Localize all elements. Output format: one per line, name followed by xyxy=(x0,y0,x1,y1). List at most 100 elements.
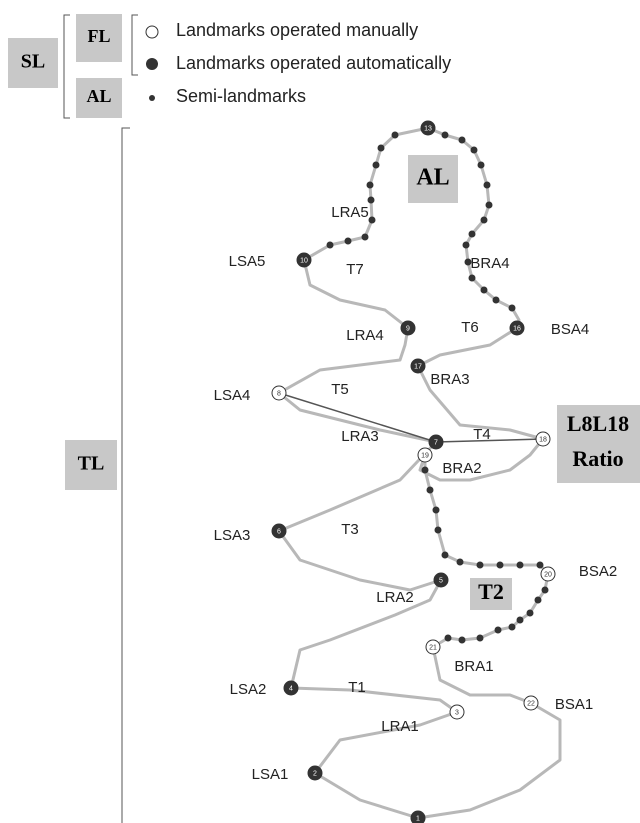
bracket xyxy=(131,14,138,76)
landmark-number: 4 xyxy=(289,685,293,692)
region-label: BRA1 xyxy=(454,658,493,675)
legend-label: Landmarks operated automatically xyxy=(176,53,451,73)
t2-box xyxy=(470,578,512,610)
al-label: AL xyxy=(86,86,111,106)
landmark-number: 6 xyxy=(277,528,281,535)
sl-label: SL xyxy=(21,51,45,73)
semi-landmark xyxy=(468,274,476,282)
semi-landmark xyxy=(458,636,466,644)
semi-landmark xyxy=(361,233,369,241)
landmark-number: 8 xyxy=(277,390,281,397)
semi-landmark xyxy=(326,241,334,249)
semi-landmark xyxy=(508,623,516,631)
region-label: LSA5 xyxy=(229,253,266,270)
semi-landmark xyxy=(372,161,380,169)
region-label: LRA3 xyxy=(341,428,379,445)
landmark-number: 10 xyxy=(300,257,308,264)
region-label: LRA4 xyxy=(346,327,384,344)
fl-box xyxy=(76,14,122,62)
landmark xyxy=(428,434,444,450)
region-label: LSA4 xyxy=(214,387,251,404)
al-title-box xyxy=(408,155,458,203)
semi-landmark xyxy=(441,551,449,559)
landmark-number: 7 xyxy=(434,439,438,446)
semi-landmark xyxy=(464,258,472,266)
semi-landmark xyxy=(468,230,476,238)
landmark xyxy=(540,566,556,582)
region-label: LRA1 xyxy=(381,718,419,735)
semi-landmark xyxy=(456,558,464,566)
semi-landmark xyxy=(476,561,484,569)
landmark xyxy=(271,523,287,539)
region-label: T5 xyxy=(331,381,349,398)
semi-landmark xyxy=(434,526,442,534)
legend-marker xyxy=(146,58,158,70)
landmark xyxy=(449,704,465,720)
region-label: BSA1 xyxy=(555,696,593,713)
region-label: T6 xyxy=(461,319,479,336)
outline xyxy=(277,126,562,820)
landmark-number: 21 xyxy=(429,644,437,651)
al-title: AL xyxy=(416,165,449,191)
landmark xyxy=(509,320,525,336)
semi-landmark xyxy=(534,596,542,604)
semi-landmark xyxy=(492,296,500,304)
bracket xyxy=(121,127,130,823)
region-label: LSA3 xyxy=(214,527,251,544)
legend-marker xyxy=(145,25,159,39)
semi-landmark xyxy=(480,286,488,294)
semi-landmark xyxy=(541,586,549,594)
semi-landmark xyxy=(377,144,385,152)
semi-landmark xyxy=(516,561,524,569)
region-label: LRA5 xyxy=(331,204,369,221)
ratio-label: Ratio xyxy=(572,446,623,471)
ratio-label: L8L18 xyxy=(567,411,629,436)
semi-landmark xyxy=(508,304,516,312)
landmark-number: 18 xyxy=(539,436,547,443)
semi-landmark xyxy=(441,131,449,139)
semi-landmark xyxy=(483,181,491,189)
semi-landmark xyxy=(526,609,534,617)
region-label: LSA1 xyxy=(252,766,289,783)
semi-landmark xyxy=(485,201,493,209)
landmark-number: 19 xyxy=(421,452,429,459)
bracket xyxy=(63,14,70,119)
tl-label: TL xyxy=(78,453,105,475)
landmark-number: 2 xyxy=(313,770,317,777)
landmark-number: 5 xyxy=(439,577,443,584)
ratio-box xyxy=(557,405,640,483)
landmark xyxy=(410,358,426,374)
region-label: BRA3 xyxy=(430,371,469,388)
semi-landmark xyxy=(494,626,502,634)
semi-landmark xyxy=(470,146,478,154)
semi-landmark xyxy=(368,216,376,224)
semi-landmark xyxy=(444,634,452,642)
semi-landmark xyxy=(426,486,434,494)
semi-landmark xyxy=(344,237,352,245)
legend-label: Landmarks operated manually xyxy=(176,20,418,40)
region-label: BRA4 xyxy=(470,255,509,272)
semi-landmark xyxy=(432,506,440,514)
region-label: BRA2 xyxy=(442,460,481,477)
ratio-line xyxy=(278,392,544,443)
landmark xyxy=(283,680,299,696)
landmark xyxy=(425,639,441,655)
landmark-number: 17 xyxy=(414,363,422,370)
region-label: LRA2 xyxy=(376,589,414,606)
region-label: BSA4 xyxy=(551,321,589,338)
landmark xyxy=(535,431,551,447)
semi-landmark xyxy=(458,136,466,144)
semi-landmark xyxy=(516,616,524,624)
legend-label: Semi-landmarks xyxy=(176,86,306,106)
landmark xyxy=(433,572,449,588)
semi-landmark xyxy=(536,561,544,569)
landmark xyxy=(400,320,416,336)
landmark-number: 3 xyxy=(455,709,459,716)
landmark-number: 9 xyxy=(406,325,410,332)
semi-landmark xyxy=(391,131,399,139)
fl-label: FL xyxy=(87,26,110,46)
region-label: T4 xyxy=(473,426,491,443)
region-label: LSA2 xyxy=(230,681,267,698)
landmark-number: 13 xyxy=(424,125,432,132)
